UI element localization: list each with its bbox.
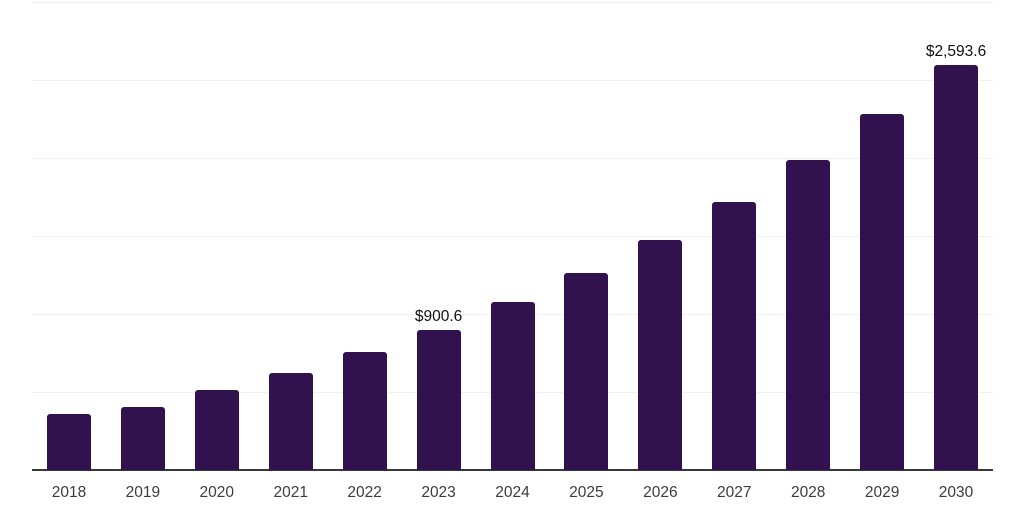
x-tick-label-2024: 2024	[495, 484, 530, 501]
bar-2025	[564, 273, 609, 470]
gridline-2000	[32, 158, 993, 159]
bar-2024	[490, 302, 535, 470]
x-tick-label-2028: 2028	[790, 484, 826, 501]
gridline-1500	[32, 236, 993, 237]
bar-2027	[712, 202, 757, 470]
x-tick-label-2018: 2018	[51, 484, 87, 501]
x-tick-label-2029: 2029	[864, 484, 900, 501]
x-tick-label-2022: 2022	[347, 484, 382, 501]
bar-2022	[342, 351, 387, 470]
bar-2021	[268, 372, 313, 470]
bar-2023	[416, 329, 461, 470]
bar-2030	[934, 65, 979, 470]
x-axis-line	[32, 469, 993, 471]
bar-2029	[860, 114, 905, 470]
bar-2018	[46, 413, 91, 470]
x-tick-label-2027: 2027	[717, 484, 752, 501]
x-tick-label-2025: 2025	[569, 484, 604, 501]
x-tick-label-2020: 2020	[199, 484, 235, 501]
gridline-3000	[32, 2, 993, 3]
x-tick-label-2026: 2026	[643, 484, 678, 501]
bar-2028	[786, 160, 831, 470]
gridline-2500	[32, 80, 993, 81]
data-label-2023: $900.6	[414, 307, 463, 325]
x-tick-label-2021: 2021	[273, 484, 308, 501]
bar-2026	[638, 240, 683, 470]
x-tick-label-2023: 2023	[421, 484, 456, 501]
x-tick-label-2030: 2030	[938, 484, 974, 501]
data-label-2030: $2,593.6	[925, 43, 987, 61]
bar-2019	[120, 406, 165, 470]
x-tick-label-2019: 2019	[125, 484, 161, 501]
bar-2020	[194, 390, 239, 470]
